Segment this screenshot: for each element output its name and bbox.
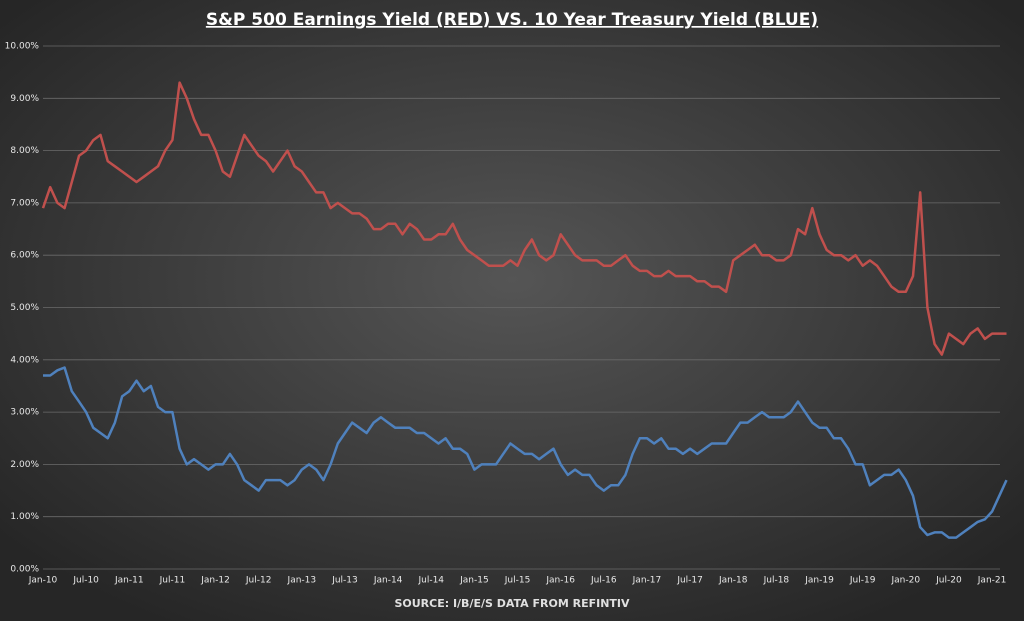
- x-tick-label: Jan-21: [977, 576, 1007, 586]
- y-tick-label: 3.00%: [10, 408, 39, 418]
- x-tick-label: Jan-10: [28, 576, 58, 586]
- x-tick-label: Jul-18: [763, 576, 790, 586]
- x-tick-label: Jan-11: [114, 576, 144, 586]
- y-tick-label: 6.00%: [10, 251, 39, 261]
- x-tick-label: Jan-15: [459, 576, 489, 586]
- y-tick-label: 4.00%: [10, 355, 39, 365]
- x-tick-label: Jul-10: [72, 576, 99, 586]
- x-tick-label: Jan-12: [200, 576, 230, 586]
- x-tick-label: Jul-20: [935, 576, 962, 586]
- y-tick-label: 9.00%: [10, 94, 39, 104]
- y-tick-label: 5.00%: [10, 303, 39, 313]
- x-tick-label: Jan-16: [545, 576, 575, 586]
- x-tick-label: Jul-14: [417, 576, 444, 586]
- y-tick-label: 8.00%: [10, 146, 39, 156]
- y-tick-label: 2.00%: [10, 460, 39, 470]
- source-note: SOURCE: I/B/E/S DATA FROM REFINTIV: [394, 597, 630, 610]
- x-tick-label: Jan-13: [287, 576, 317, 586]
- x-tick-label: Jan-17: [632, 576, 662, 586]
- x-tick-label: Jan-20: [891, 576, 921, 586]
- series-line: [43, 366, 1008, 539]
- y-tick-label: 1.00%: [10, 512, 39, 522]
- x-tick-label: Jan-18: [718, 576, 748, 586]
- y-tick-label: 10.00%: [5, 42, 40, 52]
- x-tick-label: Jan-14: [373, 576, 403, 586]
- y-tick-label: 0.00%: [10, 565, 39, 575]
- x-tick-label: Jul-11: [159, 576, 186, 586]
- x-tick-label: Jul-16: [590, 576, 617, 586]
- x-tick-label: Jul-15: [504, 576, 531, 586]
- x-tick-label: Jul-19: [849, 576, 876, 586]
- series-line: [41, 81, 1007, 356]
- x-tick-label: Jul-13: [331, 576, 358, 586]
- x-tick-label: Jul-12: [245, 576, 272, 586]
- y-tick-label: 7.00%: [10, 198, 39, 208]
- x-tick-label: Jan-19: [804, 576, 834, 586]
- x-tick-label: Jul-17: [676, 576, 703, 586]
- chart-title: S&P 500 Earnings Yield (RED) VS. 10 Year…: [206, 10, 818, 30]
